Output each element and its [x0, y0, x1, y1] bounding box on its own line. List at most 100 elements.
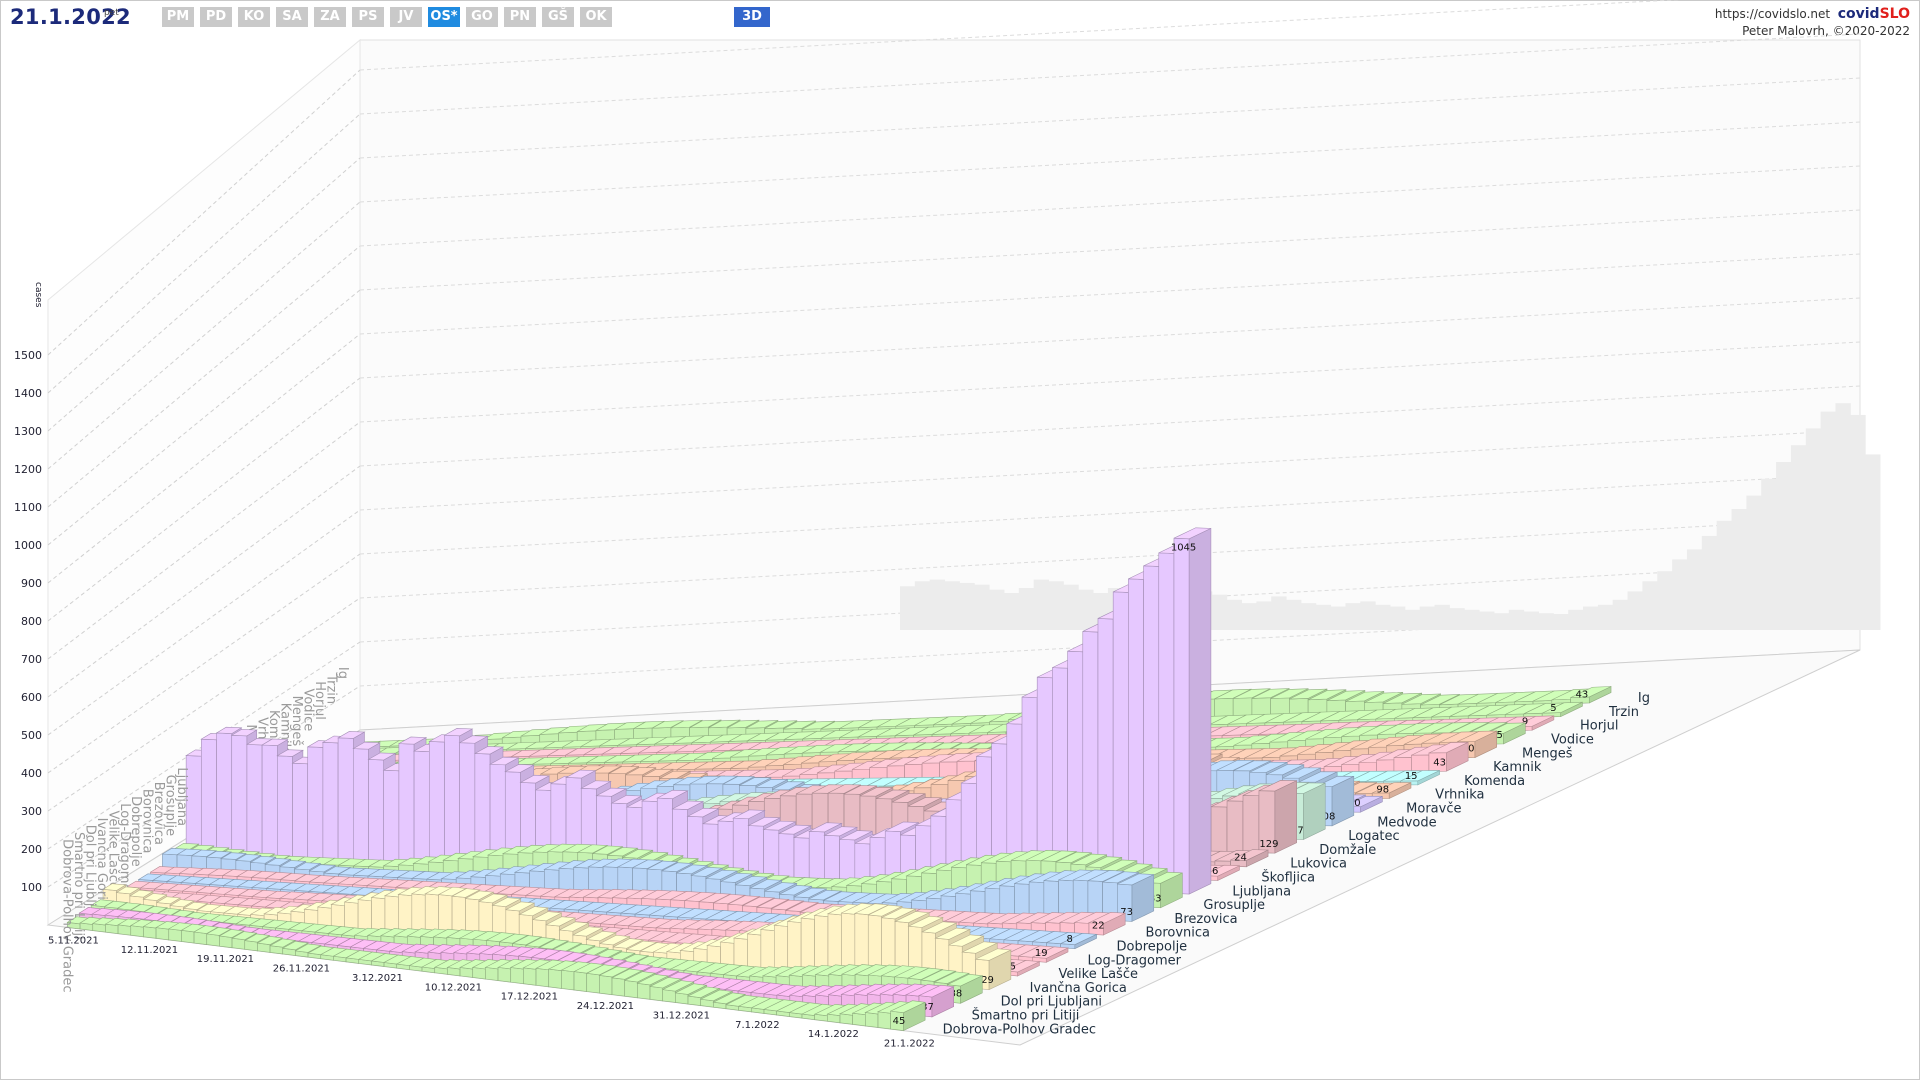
y-tick-label: 1200	[14, 463, 42, 476]
bar-dom-ale-top	[1258, 780, 1297, 792]
data-label: 73	[1120, 907, 1133, 918]
municipality-label: Dobrepolje	[1116, 939, 1187, 954]
bar-ljubljana	[292, 762, 309, 860]
municipality-label-wall: Horjul	[312, 681, 327, 720]
bar-ig-top	[1233, 688, 1271, 699]
gridline-back	[359, 121, 1861, 203]
bar-ivan-na-gorica	[344, 901, 359, 931]
bar-grosuplje-top	[576, 844, 609, 854]
back-wall-bar	[1686, 549, 1703, 630]
bar-ljubljana-top	[671, 800, 705, 810]
municipality-label: Domžale	[1319, 843, 1376, 858]
gridline-back	[359, 297, 1861, 379]
bar-brezovica-top	[778, 885, 813, 896]
credit-text: Peter Malovrh, ©2020-2022	[1742, 24, 1910, 38]
back-wall-bar	[1078, 589, 1094, 630]
bar-brezovica-top	[719, 872, 754, 883]
bar-borovnica-top	[726, 895, 761, 906]
gridline-back	[359, 77, 1861, 159]
bar-kamnik-top	[1428, 742, 1469, 754]
bar-ig	[1251, 697, 1271, 717]
bar-ig-top	[670, 719, 703, 729]
bar-medvode-top	[722, 776, 755, 785]
back-wall-bar	[1226, 599, 1243, 630]
bar-borovnica-top	[784, 901, 820, 912]
bar-dom-ale	[1242, 795, 1260, 854]
bar-dobrova-polhov-gradec	[181, 929, 195, 944]
y-axis-label: cases	[33, 282, 43, 308]
region-button-pm[interactable]: PM	[162, 7, 194, 27]
back-wall-bar	[1271, 596, 1287, 630]
bar-ljubljana-top	[337, 731, 366, 739]
site-url[interactable]: https://covidslo.net	[1714, 7, 1831, 21]
bar-ig-top	[1251, 688, 1290, 699]
bar-ljubljana-top	[885, 821, 919, 832]
bar-ljubljana	[201, 738, 217, 856]
y-tick-label: 1300	[14, 425, 42, 438]
back-wall-bar	[1746, 495, 1762, 630]
bar-medvode-top	[1249, 761, 1288, 773]
bar-medvode-top	[739, 777, 771, 786]
region-selector: PM PD KO SA ZA PS JV OS* GO PN GŠ OK	[162, 7, 612, 27]
back-wall-bar	[929, 579, 946, 630]
bar-brezovica-top	[249, 856, 277, 864]
back-wall-bar	[1404, 609, 1421, 630]
back-wall-bar	[1390, 606, 1406, 630]
municipality-label: Brezovica	[1174, 912, 1237, 927]
bar-dobrova-polhov-gradec	[155, 927, 170, 941]
region-button-ps[interactable]: PS	[352, 7, 384, 27]
bar-ljubljana-top	[808, 822, 843, 833]
region-button-go[interactable]: GO	[466, 7, 498, 27]
back-wall-bar	[1701, 535, 1718, 630]
bar-ljubljana	[231, 734, 248, 857]
y-tick-label: 200	[21, 843, 42, 856]
back-wall-bar	[1627, 591, 1643, 630]
bar-grosuplje-top	[1055, 851, 1092, 864]
y-tick-label: 400	[21, 767, 42, 780]
back-wall-bar	[1493, 613, 1510, 630]
bar--kofljica-top	[1202, 864, 1240, 877]
bar-ljubljana-top	[397, 736, 428, 745]
municipality-label: Moravče	[1406, 801, 1461, 816]
bar-grosuplje-top	[606, 847, 639, 857]
back-wall-bar	[1419, 606, 1436, 630]
municipality-label-wall: Vodice	[300, 688, 315, 731]
bar-ljubljana-top	[839, 830, 873, 841]
region-button-za[interactable]: ZA	[314, 7, 346, 27]
bar-brezovica-top	[1102, 871, 1139, 884]
back-wall-bar	[1375, 604, 1391, 630]
region-button-pd[interactable]: PD	[200, 7, 232, 27]
bar-ivan-na-gorica	[706, 945, 721, 965]
bar-ljubljana	[763, 829, 780, 879]
y-tick-label: 900	[21, 577, 42, 590]
region-button-pn[interactable]: PN	[504, 7, 536, 27]
region-button-jv[interactable]: JV	[390, 7, 422, 27]
bar-kamnik	[921, 762, 940, 780]
bar-vrhnika-top	[608, 766, 639, 774]
region-button-os[interactable]: OS*	[428, 7, 460, 27]
bar-ljubljana-top	[580, 780, 612, 790]
back-wall-bar	[1256, 601, 1272, 630]
data-label: 43	[1433, 757, 1446, 768]
bar-dom-ale-top	[859, 786, 894, 797]
bar-ljubljana-top	[564, 769, 597, 779]
bar-ivan-na-gorica	[384, 895, 399, 934]
bar-brezovica	[1014, 883, 1030, 917]
bar-ig	[1270, 697, 1290, 716]
region-button-sa[interactable]: SA	[276, 7, 308, 27]
bar-brezovica	[1028, 881, 1045, 917]
data-label: 19	[1035, 948, 1048, 959]
data-label: 129	[1259, 839, 1278, 850]
bar-kamnik	[904, 763, 923, 780]
bar-ig-top	[1270, 688, 1309, 699]
region-button-ok[interactable]: OK	[580, 7, 612, 27]
gridline-left	[47, 69, 361, 356]
bar-vrhnika-top	[642, 768, 674, 777]
site-info: https://covidslo.net covidSLO Peter Malo…	[1715, 6, 1910, 40]
y-tick-label: 1000	[14, 539, 42, 552]
view-3d-button[interactable]: 3D	[734, 7, 770, 27]
back-wall-bar	[1835, 403, 1851, 630]
region-button-ko[interactable]: KO	[238, 7, 270, 27]
region-button-gs[interactable]: GŠ	[542, 7, 574, 27]
